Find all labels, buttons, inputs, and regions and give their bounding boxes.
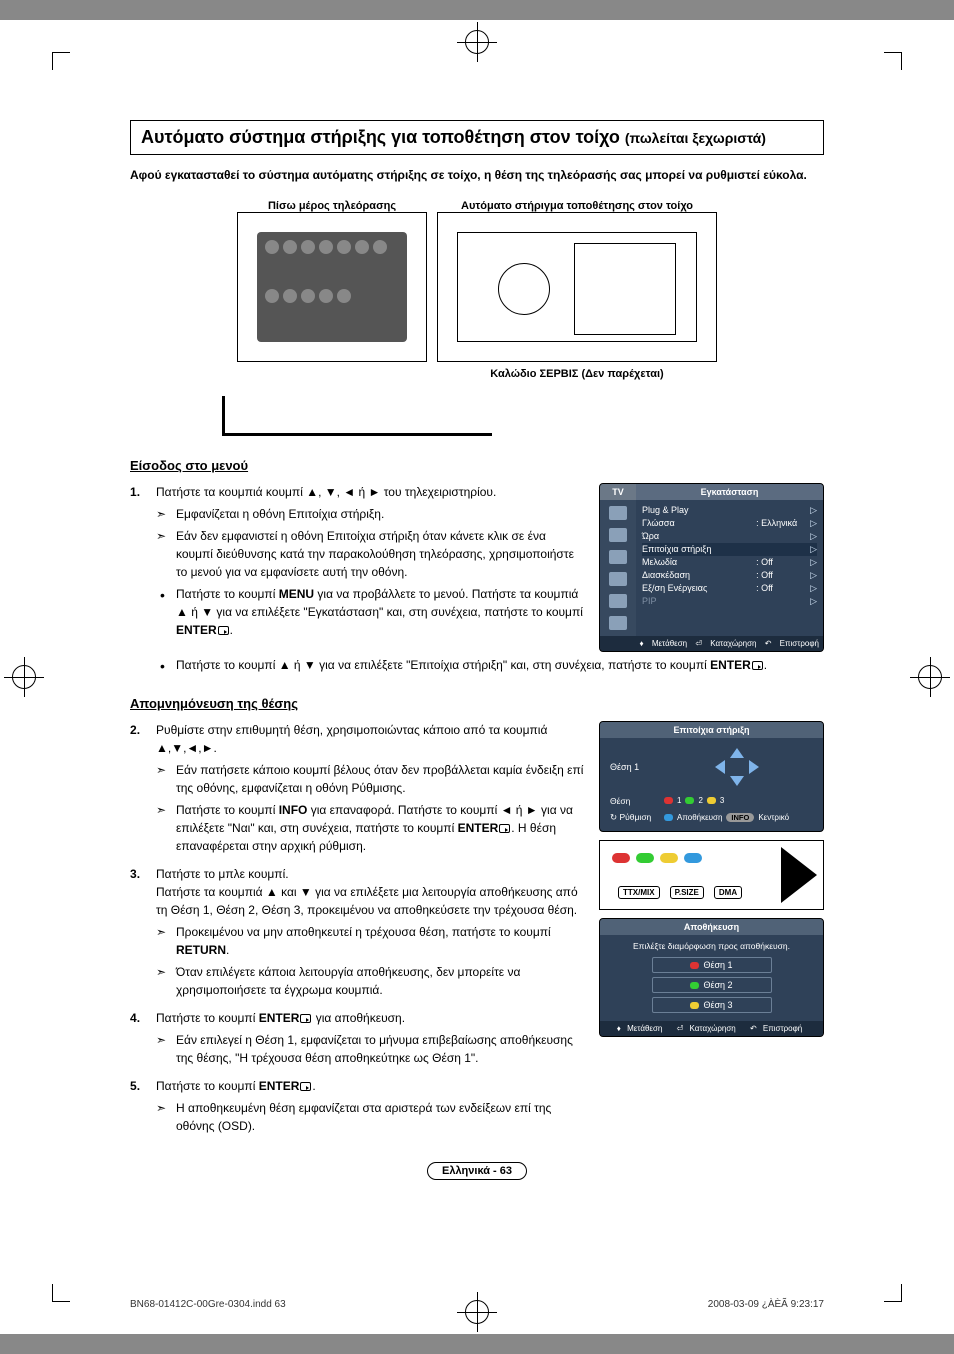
step-5-text: Πατήστε το κουμπί ENTER. [156, 1079, 316, 1093]
step-2-text: Ρυθμίστε στην επιθυμητή θέση, χρησιμοποι… [156, 723, 547, 755]
enter-icon [218, 626, 229, 635]
manual-page: Αυτόματο σύστημα στήριξης για τοποθέτηση… [0, 20, 954, 1334]
sound-icon [609, 528, 627, 542]
blue-button-icon [684, 853, 702, 863]
step-1-text: Πατήστε τα κουμπιά κουμπί ▲, ▼, ◄ ή ► το… [156, 485, 496, 499]
note-3a: Προκειμένου να μην αποθηκευτεί η τρέχουσ… [156, 923, 585, 959]
red-dot-icon [664, 797, 673, 804]
input-icon [609, 594, 627, 608]
osd-footer: ♦ Μετάθεση ⏎ Καταχώρηση ↶ Επιστροφή [600, 636, 823, 651]
osd-menu-row: Διασκέδαση: Off▷ [642, 569, 817, 582]
section-heading-menu-entry: Είσοδος στο μενού [130, 458, 824, 473]
save-option-2: Θέση 2 [652, 977, 772, 993]
osd-wall-mount: Επιτοίχια στήριξη Θέση 1 Θέση [599, 721, 824, 832]
page-title: Αυτόματο σύστημα στήριξης για τοποθέτηση… [130, 120, 824, 155]
step-3b-text: Πατήστε τα κουμπιά ▲ και ▼ για να επιλέξ… [156, 885, 578, 917]
enter-icon [752, 661, 763, 670]
note-2a: Εάν πατήσετε κάποιο κουμπί βέλους όταν δ… [156, 761, 585, 797]
note-1c: Πατήστε το κουμπί MENU για να προβάλλετε… [156, 585, 585, 639]
enter-icon [300, 1014, 311, 1023]
footer-timestamp: 2008-03-09 ¿ÀÈÃ 9:23:17 [708, 1299, 824, 1310]
registration-mark-icon [918, 665, 942, 689]
osd-category-icons [600, 500, 636, 636]
osd-setup-menu: TV Εγκατάσταση Plug & Play▷Γλώσσα: Ελλην… [599, 483, 824, 652]
red-button-icon [612, 853, 630, 863]
section-heading-memorize: Απομνημόνευση της θέσης [130, 696, 824, 711]
channel-icon [609, 550, 627, 564]
application-icon [609, 616, 627, 630]
registration-mark-icon [465, 30, 489, 54]
note-5a: Η αποθηκευμένη θέση εμφανίζεται στα αρισ… [156, 1099, 585, 1135]
title-suffix: (πωλείται ξεχωριστά) [625, 130, 766, 146]
note-1d: Πατήστε το κουμπί ▲ ή ▼ για να επιλέξετε… [156, 656, 824, 674]
osd2-position-label: Θέση 1 [610, 762, 660, 772]
legend-adjust: ↻ Ρύθμιση [610, 812, 656, 823]
osd-menu-row: PIP▷ [642, 595, 817, 608]
osd-menu-row: Plug & Play▷ [642, 504, 817, 517]
step-4-text: Πατήστε το κουμπί ENTER για αποθήκευση. [156, 1011, 405, 1025]
crop-mark-icon [52, 1284, 70, 1302]
title-main: Αυτόματο σύστημα στήριξης για τοποθέτηση… [141, 127, 620, 147]
crop-mark-icon [884, 1284, 902, 1302]
osd-title: Εγκατάσταση [636, 484, 823, 500]
osd-menu-row: Γλώσσα: Ελληνικά▷ [642, 517, 817, 530]
osd3-footer: ♦ Μετάθεση ⏎ Καταχώρηση ↶ Επιστροφή [600, 1021, 823, 1036]
note-3b: Όταν επιλέγετε κάποια λειτουργία αποθήκε… [156, 963, 585, 999]
wall-mount-diagram [437, 212, 717, 362]
osd3-message: Επιλέξτε διαμόρφωση προς αποθήκευση. [600, 935, 823, 957]
osd3-title: Αποθήκευση [600, 919, 823, 935]
yellow-button-icon [660, 853, 678, 863]
remote-btn-ttx: TTX/MIX [618, 886, 660, 899]
note-4a: Εάν επιλεγεί η Θέση 1, εμφανίζεται το μή… [156, 1031, 585, 1067]
osd-menu-row: Εξ/ση Ενέργειας: Off▷ [642, 582, 817, 595]
save-option-1: Θέση 1 [652, 957, 772, 973]
yellow-dot-icon [707, 797, 716, 804]
service-cable-icon [222, 396, 492, 436]
page-number: Ελληνικά - 63 [130, 1163, 824, 1177]
legend-position: Θέση [610, 796, 656, 806]
setup-icon [609, 572, 627, 586]
osd-menu-row: Ώρα▷ [642, 530, 817, 543]
osd-menu-row: Επιτοίχια στήριξη▷ [642, 543, 817, 556]
osd-tab: TV [600, 484, 636, 500]
enter-icon [300, 1082, 311, 1091]
arrow-right-icon [749, 760, 759, 774]
diagram-right-caption: Αυτόματο στήριγμα τοποθέτησης στον τοίχο [437, 200, 717, 212]
green-button-icon [636, 853, 654, 863]
green-dot-icon [685, 797, 694, 804]
callout-arrow-icon [781, 847, 817, 903]
remote-btn-psize: P.SIZE [670, 886, 704, 899]
blue-dot-icon [664, 814, 673, 821]
arrow-down-icon [730, 776, 744, 786]
tv-back-diagram [237, 212, 427, 362]
footer-filename: BN68-01412C-00Gre-0304.indd 63 [130, 1299, 286, 1310]
registration-mark-icon [12, 665, 36, 689]
osd-menu-row: Μελωδία: Off▷ [642, 556, 817, 569]
direction-pad [660, 748, 813, 786]
memorize-steps: Ρυθμίστε στην επιθυμητή θέση, χρησιμοποι… [130, 721, 585, 1135]
menu-entry-steps: Πατήστε τα κουμπιά κουμπί ▲, ▼, ◄ ή ► το… [130, 483, 585, 639]
picture-icon [609, 506, 627, 520]
save-option-3: Θέση 3 [652, 997, 772, 1013]
arrow-left-icon [715, 760, 725, 774]
osd2-title: Επιτοίχια στήριξη [600, 722, 823, 738]
info-pill: INFO [726, 813, 754, 822]
note-1a: Εμφανίζεται η οθόνη Επιτοίχια στήριξη. [156, 505, 585, 523]
enter-icon [499, 824, 510, 833]
cable-label: Καλώδιο ΣΕΡΒΙΣ (Δεν παρέχεται) [437, 368, 717, 380]
note-2b: Πατήστε το κουμπί INFO για επαναφορά. Πα… [156, 801, 585, 855]
step-3a-text: Πατήστε το μπλε κουμπί. [156, 867, 289, 881]
intro-text: Αφού εγκατασταθεί το σύστημα αυτόματης σ… [130, 167, 824, 184]
osd-save-dialog: Αποθήκευση Επιλέξτε διαμόρφωση προς αποθ… [599, 918, 824, 1037]
installation-diagram: Πίσω μέρος τηλεόρασης Αυτόματο στήριγμα … [130, 200, 824, 380]
print-footer: BN68-01412C-00Gre-0304.indd 63 2008-03-0… [130, 1299, 824, 1310]
remote-btn-dma: DMA [714, 886, 742, 899]
diagram-left-caption: Πίσω μέρος τηλεόρασης [237, 200, 427, 212]
crop-mark-icon [884, 52, 902, 70]
osd-menu-rows: Plug & Play▷Γλώσσα: Ελληνικά▷Ώρα▷Επιτοίχ… [636, 500, 823, 636]
crop-mark-icon [52, 52, 70, 70]
arrow-up-icon [730, 748, 744, 758]
remote-diagram: TTX/MIX P.SIZE DMA [599, 840, 824, 910]
note-1b: Εάν δεν εμφανιστεί η οθόνη Επιτοίχια στή… [156, 527, 585, 581]
